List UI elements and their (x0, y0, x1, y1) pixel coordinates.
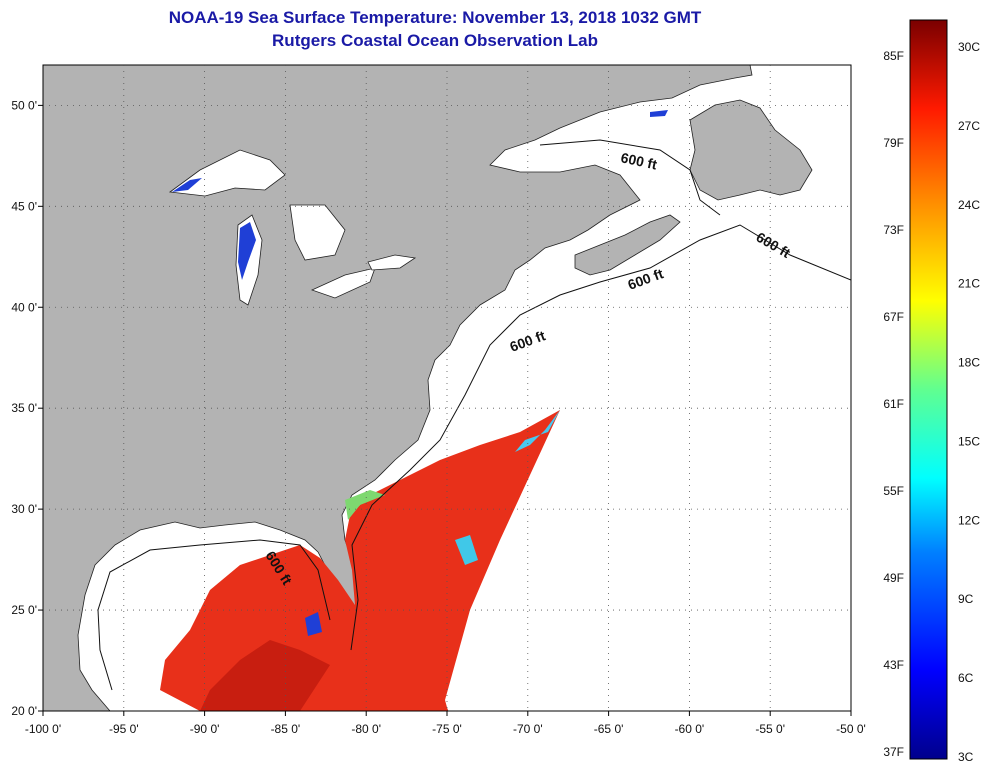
longitude-labels: -100 0' -95 0' -90 0' -85 0' -80 0' -75 0' -70… (25, 722, 866, 736)
600ft-contour (350, 224, 851, 651)
600ft-contour-stlawrence (539, 139, 721, 216)
lon-tick-label: -95 0' (109, 722, 139, 736)
colorbar-c-label: 3C (958, 750, 974, 764)
colorbar-c-label: 27C (958, 119, 980, 133)
colorbar-c-label: 6C (958, 671, 974, 685)
lon-tick-label: -100 0' (25, 722, 61, 736)
lon-tick-label: -55 0' (755, 722, 785, 736)
colorbar-c-label: 15C (958, 434, 980, 448)
nova-scotia-land (574, 214, 681, 276)
lat-tick-label: 35 0' (11, 401, 37, 415)
colorbar-f-label: 49F (883, 571, 904, 585)
600ft-contour-gulf (97, 539, 331, 691)
colorbar-f-label: 55F (883, 484, 904, 498)
sst-swath-green-coast (345, 490, 385, 520)
lon-tick-label: -85 0' (271, 722, 301, 736)
title-block: NOAA-19 Sea Surface Temperature: Novembe… (0, 6, 870, 52)
lon-tick-label: -50 0' (836, 722, 866, 736)
colorbar-c-label: 18C (958, 356, 980, 370)
contour-label-stlawrence: 600 ft (619, 149, 658, 172)
colorbar-f-label: 73F (883, 223, 904, 237)
latitude-labels: 50 0' 45 0' 40 0' 35 0' 30 0' 25 0' 20 0' (11, 98, 37, 718)
map-title: NOAA-19 Sea Surface Temperature: Novembe… (168, 8, 702, 27)
colorbar-c-label: 12C (958, 513, 980, 527)
colorbar-f-label: 85F (883, 49, 904, 63)
gulf-stlawrence-cold (650, 110, 668, 117)
lake-superior (168, 149, 286, 197)
map-subtitle: Rutgers Coastal Ocean Observation Lab (272, 31, 598, 50)
lake-ontario (367, 254, 417, 271)
lat-tick-label: 50 0' (11, 98, 37, 112)
colorbar-c-label: 21C (958, 277, 980, 291)
lat-tick-label: 30 0' (11, 502, 37, 516)
sst-swath-blue-patch (305, 612, 322, 636)
colorbar-c-label: 24C (958, 198, 980, 212)
lake-michigan-cold (238, 222, 256, 280)
colorbar (909, 19, 948, 760)
north-america-land (43, 65, 753, 711)
colorbar-celsius-labels: 30C 27C 24C 21C 18C 15C 12C 9C 6C 3C (958, 40, 980, 764)
lake-erie (310, 267, 376, 299)
lon-tick-label: -60 0' (675, 722, 705, 736)
lake-huron (289, 204, 346, 261)
colorbar-c-label: 30C (958, 40, 980, 54)
lat-tick-label: 25 0' (11, 603, 37, 617)
sst-swath-warm (160, 410, 560, 711)
colorbar-c-label: 9C (958, 592, 974, 606)
lon-tick-label: -65 0' (594, 722, 624, 736)
newfoundland-land (689, 99, 813, 201)
lat-tick-label: 40 0' (11, 300, 37, 314)
colorbar-f-label: 43F (883, 658, 904, 672)
colorbar-f-label: 61F (883, 397, 904, 411)
colorbar-f-label: 37F (883, 745, 904, 759)
sst-swath-cool-edge (515, 410, 560, 452)
lake-superior-cold (172, 178, 202, 192)
colorbar-fahrenheit-labels: 85F 79F 73F 67F 61F 55F 49F 43F 37F (883, 49, 904, 759)
colorbar-f-label: 67F (883, 310, 904, 324)
lat-tick-label: 20 0' (11, 704, 37, 718)
lon-tick-label: -80 0' (351, 722, 381, 736)
map-layers (43, 65, 851, 711)
graticule (38, 65, 852, 716)
colorbar-f-label: 79F (883, 136, 904, 150)
sst-swath-cyan-patch (455, 535, 478, 565)
lon-tick-label: -90 0' (190, 722, 220, 736)
lon-tick-label: -75 0' (432, 722, 462, 736)
lon-tick-label: -70 0' (513, 722, 543, 736)
lat-tick-label: 45 0' (11, 199, 37, 213)
sst-swath-hot (200, 640, 330, 711)
